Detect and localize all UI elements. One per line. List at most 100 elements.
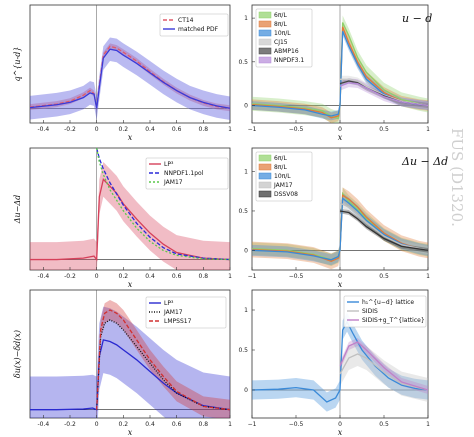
- y-tick-label: 1: [244, 307, 248, 314]
- x-tick-label: 0: [338, 421, 342, 428]
- x-tick-label: −1: [248, 273, 257, 280]
- x-tick-label: −0.5: [289, 421, 304, 428]
- legend-box: [145, 157, 229, 190]
- legend-box: [159, 13, 229, 37]
- series-line-3: [339, 202, 428, 251]
- legend-entry: LP³: [164, 161, 174, 168]
- plot-area: [30, 299, 230, 418]
- series-line-0: [30, 339, 230, 411]
- x-tick-label: -0.2: [64, 273, 76, 280]
- legend-entry: SIDIS+g_T^{lattice}: [362, 317, 425, 324]
- legend-swatch: [258, 154, 272, 162]
- y-tick-label: 0.5: [238, 59, 248, 66]
- series-line-2: [339, 341, 428, 391]
- legend-entry: DSSV08: [274, 191, 298, 198]
- x-axis-label: x: [128, 133, 133, 142]
- y-tick-label: 0.5: [238, 208, 248, 215]
- x-axis-label: x: [128, 280, 133, 289]
- x-tick-label: 1: [228, 273, 232, 280]
- legend-swatch: [258, 181, 272, 189]
- panel-transversity-lattice: −1 −0.5 0 0.5 1 0 0.5 1 x h₁^{u−d} lattice SIDIS SI…: [238, 289, 430, 437]
- legend-entry: matched PDF: [178, 26, 219, 33]
- y-axis-label: q^{u-d}: [13, 47, 22, 82]
- plot-area: [30, 148, 230, 270]
- x-tick-label: 0.8: [199, 126, 209, 133]
- legend-swatch: [258, 56, 272, 64]
- panel-title: u − d: [402, 12, 432, 25]
- y-axis-label: δu(x)−δd(x): [13, 330, 22, 378]
- legend-entry: 10π/L: [274, 30, 291, 37]
- legend-entry: NNPDF1.1pol: [164, 170, 204, 177]
- legend-entry: JAM17: [163, 179, 183, 186]
- x-tick-label: 0.4: [145, 273, 155, 280]
- legend-entry: 6π/L: [274, 155, 287, 162]
- y-axis-label: Δu−Δd: [13, 195, 22, 225]
- x-tick-label: −1: [248, 126, 257, 133]
- x-tick-label: 0: [338, 273, 342, 280]
- legend-entry: ABMP16: [274, 48, 299, 55]
- panel-u-minus-d-lattice: −1 −0.5 0 0.5 1 0 0.5 1 x u − d 6π/L 8π/L 10π/L CJ15 A…: [238, 4, 432, 142]
- legend-swatch: [258, 11, 272, 19]
- legend-swatch: [258, 29, 272, 37]
- series-line-1: [339, 353, 428, 391]
- x-tick-label: 0: [338, 126, 342, 133]
- x-tick-label: 0.8: [199, 273, 209, 280]
- legend-box: [145, 296, 227, 329]
- series-band-2: [96, 299, 230, 418]
- series-line-1: [30, 48, 230, 109]
- x-tick-label: -0.2: [64, 126, 76, 133]
- legend-entry: 8π/L: [274, 164, 287, 171]
- x-axis-label: x: [128, 428, 133, 437]
- series-band-1: [252, 187, 428, 270]
- x-tick-label: -0.2: [64, 421, 76, 428]
- legend-entry: CT14: [178, 17, 194, 24]
- legend-box: [343, 295, 427, 328]
- x-tick-label: 0.6: [172, 126, 182, 133]
- plot-area: [252, 15, 428, 123]
- series-line-1: [252, 26, 428, 119]
- series-line-2: [96, 309, 230, 411]
- panel-transversity-pdf: -0.4 -0.2 0 0.2 0.4 0.6 0.8 1 x δu(x)−δd(x) LP³ JAM…: [13, 289, 232, 437]
- legend-entry: JAM17: [273, 182, 293, 189]
- x-tick-label: 0.8: [199, 421, 209, 428]
- x-tick-label: 0.6: [172, 421, 182, 428]
- x-tick-label: 1: [426, 421, 430, 428]
- panel-helicity-lattice: −1 −0.5 0 0.5 1 0 0.5 1 x Δu − Δd 6π/L 8π/L 10π/L JAM…: [238, 147, 448, 289]
- series-line-4: [339, 210, 428, 251]
- x-tick-label: 1: [426, 126, 430, 133]
- legend-swatch: [258, 172, 272, 180]
- series-line-2: [96, 148, 230, 261]
- x-tick-label: 0.6: [172, 273, 182, 280]
- panel-qud-pdf: -0.4 -0.2 0 0.2 0.4 0.6 0.8 1 x q^{u-d} CT14 matche…: [13, 4, 232, 142]
- x-tick-label: 0: [95, 273, 99, 280]
- series-band-0: [252, 312, 428, 412]
- x-tick-label: −0.5: [289, 126, 304, 133]
- legend-swatch: [258, 20, 272, 28]
- series-band-0: [30, 161, 230, 270]
- legend-swatch: [258, 190, 272, 198]
- series-line-3: [340, 78, 428, 107]
- series-line-5: [339, 82, 428, 107]
- x-tick-label: 1: [228, 421, 232, 428]
- y-tick-label: 0: [244, 103, 248, 110]
- x-tick-label: 0: [95, 126, 99, 133]
- x-tick-label: 1: [228, 126, 232, 133]
- plot-area: [252, 187, 428, 270]
- y-tick-label: 0: [244, 247, 248, 254]
- legend-entry: NNPDF3.1: [274, 57, 304, 64]
- x-tick-label: 0.2: [119, 421, 129, 428]
- x-tick-label: 0.4: [145, 421, 155, 428]
- x-tick-label: 0.4: [145, 126, 155, 133]
- x-tick-label: -0.4: [37, 421, 49, 428]
- x-tick-label: 0: [95, 421, 99, 428]
- legend-entry: 8π/L: [274, 21, 287, 28]
- x-tick-label: -0.4: [37, 126, 49, 133]
- panel-title: Δu − Δd: [401, 155, 448, 168]
- series-band-1: [252, 21, 428, 123]
- x-axis-label: x: [338, 428, 343, 437]
- x-tick-label: 0.2: [119, 273, 129, 280]
- x-tick-label: 0.5: [379, 126, 389, 133]
- x-tick-label: 0.2: [119, 126, 129, 133]
- series-line-2: [252, 197, 428, 261]
- side-watermark: FUS (D1320.: [448, 128, 466, 227]
